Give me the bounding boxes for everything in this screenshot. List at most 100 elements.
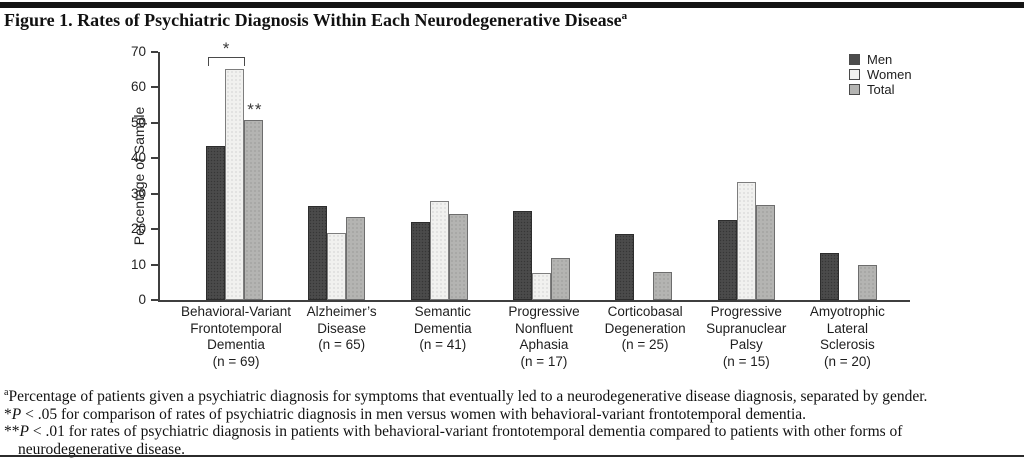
- legend-row-total: Total: [849, 82, 912, 97]
- bar-group-6: [798, 52, 900, 300]
- bar-group-2: [388, 52, 490, 300]
- x-axis-labels: Behavioral-Variant Frontotemporal Dementia…: [158, 304, 908, 370]
- y-tick-mark: [151, 228, 158, 231]
- bar-group-3: [490, 52, 592, 300]
- x-label-line: (n = 65): [318, 337, 366, 352]
- y-tick-label: 10: [130, 256, 146, 272]
- y-tick-mark: [151, 263, 158, 266]
- y-tick-label: 0: [138, 292, 146, 307]
- footnote-segment: P: [19, 423, 29, 441]
- bar-total-2: [448, 213, 468, 300]
- y-tick-label: 40: [130, 150, 146, 166]
- footnote-2: **P < .01 for rates of psychiatric diagn…: [4, 423, 1016, 458]
- x-label-5: Progressive Supranuclear Palsy (n = 15): [696, 304, 797, 370]
- bottom-rule: [0, 455, 1024, 457]
- bar-group-1: [285, 52, 387, 300]
- x-label-line: Sclerosis: [820, 337, 875, 352]
- x-label-line: Dementia: [413, 320, 472, 336]
- footnote-segment: **: [4, 423, 20, 441]
- x-label-line: Alzheimer’s: [306, 304, 377, 319]
- x-label-line: Corticobasal: [607, 304, 683, 319]
- bar-total-4: [653, 271, 673, 300]
- x-label-line: (n = 20): [823, 353, 871, 369]
- x-label-line: Frontotemporal: [190, 320, 282, 336]
- legend-swatch-women: [849, 69, 860, 80]
- x-label-line: Semantic: [414, 304, 471, 319]
- bar-men-2: [410, 222, 430, 300]
- x-label-line: Palsy: [729, 337, 763, 352]
- bar-total-3: [550, 258, 570, 300]
- bar-men-0: [205, 145, 225, 300]
- footnote-segment: *: [4, 405, 12, 423]
- y-tick-label: 30: [130, 185, 146, 201]
- x-label-line: Degeneration: [604, 320, 686, 336]
- legend-swatch-total: [849, 84, 860, 95]
- x-label-0: Behavioral-Variant Frontotemporal Dementia…: [181, 304, 291, 370]
- x-label-line: Nonfluent: [515, 320, 573, 336]
- footnote-segment: Percentage of patients given a psychiatr…: [8, 388, 928, 406]
- significance-bracket: [207, 57, 245, 67]
- footnote-0: aPercentage of patients given a psychiat…: [4, 384, 1016, 406]
- top-rule: [0, 2, 1024, 8]
- footnote-segment: < .01 for rates of psychiatric diagnosis…: [28, 423, 903, 441]
- bar-group-5: [695, 52, 797, 300]
- legend-swatch-men: [849, 54, 860, 65]
- figure-title-superscript: a: [621, 10, 628, 22]
- bar-total-0: [243, 120, 263, 300]
- footnotes: aPercentage of patients given a psychiat…: [4, 384, 1016, 458]
- y-tick-mark: [151, 299, 158, 301]
- legend-label-women: Women: [867, 67, 912, 82]
- y-tick-mark: [151, 121, 158, 124]
- x-label-line: Dementia: [207, 337, 265, 352]
- plot-area: 0 10 20 30 40 50 60 70 * **: [131, 40, 910, 307]
- y-tick-label: 60: [130, 79, 146, 95]
- bar-group-4: [593, 52, 695, 300]
- y-tick-mark: [151, 86, 158, 89]
- x-label-1: Alzheimer’s Disease (n = 65): [291, 304, 392, 370]
- footnote-segment: neurodegenerative disease.: [18, 440, 185, 458]
- bar-men-1: [308, 206, 328, 300]
- y-tick-mark: [151, 51, 158, 53]
- significance-double-star: **: [247, 100, 263, 120]
- bar-group-0: [183, 52, 285, 300]
- bar-total-5: [755, 205, 775, 300]
- bar-total-6: [858, 264, 878, 300]
- bar-women-0: [224, 69, 244, 300]
- x-label-line: Aphasia: [519, 337, 569, 352]
- x-label-2: Semantic Dementia (n = 41): [392, 304, 493, 370]
- bar-women-1: [327, 232, 347, 300]
- x-label-line: Progressive: [710, 304, 782, 319]
- x-label-6: Amyotrophic Lateral Sclerosis (n = 20): [797, 304, 898, 370]
- x-label-line: (n = 41): [419, 337, 467, 352]
- footnote-segment: a: [4, 387, 9, 398]
- x-label-line: Disease: [317, 320, 367, 336]
- bar-men-6: [820, 252, 840, 300]
- x-label-line: (n = 17): [520, 353, 568, 369]
- y-tick-mark: [151, 157, 158, 160]
- footnote-1: *P < .05 for comparison of rates of psyc…: [4, 406, 1016, 424]
- bar-women-5: [736, 182, 756, 300]
- legend: Men Women Total: [849, 52, 912, 97]
- bar-men-5: [717, 220, 737, 300]
- x-label-3: Progressive Nonfluent Aphasia (n = 17): [493, 304, 594, 370]
- figure-title: Figure 1. Rates of Psychiatric Diagnosis…: [4, 10, 627, 31]
- bar-women-2: [429, 200, 449, 300]
- figure-title-text: Figure 1. Rates of Psychiatric Diagnosis…: [4, 10, 622, 30]
- x-label-line: (n = 15): [722, 353, 770, 369]
- x-label-line: Behavioral-Variant: [181, 304, 292, 319]
- legend-label-total: Total: [867, 82, 895, 97]
- x-label-4: Corticobasal Degeneration (n = 25): [595, 304, 696, 370]
- footnote-segment: < .05 for comparison of rates of psychia…: [21, 405, 807, 423]
- x-label-line: Amyotrophic: [809, 304, 885, 319]
- y-tick-mark: [151, 192, 158, 195]
- y-tick-label: 70: [130, 44, 146, 59]
- significance-star: *: [222, 39, 231, 59]
- bar-men-3: [512, 211, 532, 300]
- legend-row-women: Women: [849, 67, 912, 82]
- x-label-line: Lateral: [826, 320, 869, 336]
- x-label-line: (n = 69): [212, 353, 260, 369]
- bar-total-1: [346, 217, 366, 300]
- footnote-segment: P: [11, 405, 22, 423]
- y-tick-label: 20: [130, 221, 146, 237]
- x-label-line: Progressive: [508, 304, 580, 319]
